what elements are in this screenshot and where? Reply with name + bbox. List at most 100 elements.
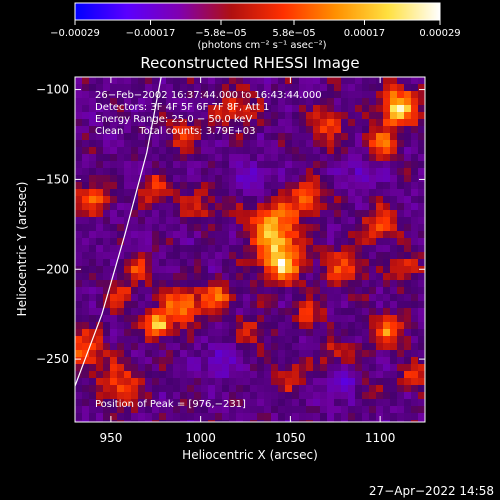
heatmap-cell bbox=[369, 77, 377, 85]
heatmap-cell bbox=[376, 175, 384, 183]
heatmap-cell bbox=[334, 406, 342, 414]
heatmap-cell bbox=[187, 203, 195, 211]
heatmap-cell bbox=[236, 140, 244, 148]
heatmap-cell bbox=[292, 217, 300, 225]
heatmap-cell bbox=[376, 203, 384, 211]
heatmap-cell bbox=[222, 168, 230, 176]
heatmap-cell bbox=[411, 280, 419, 288]
heatmap-cell bbox=[124, 182, 132, 190]
heatmap-cell bbox=[264, 133, 272, 141]
heatmap-cell bbox=[411, 91, 419, 99]
heatmap-cell bbox=[376, 105, 384, 113]
heatmap-cell bbox=[285, 294, 293, 302]
heatmap-cell bbox=[355, 133, 363, 141]
heatmap-cell bbox=[82, 280, 90, 288]
heatmap-cell bbox=[117, 406, 125, 414]
heatmap-cell bbox=[334, 350, 342, 358]
heatmap-cell bbox=[201, 168, 209, 176]
heatmap-cell bbox=[194, 413, 202, 421]
heatmap-cell bbox=[194, 77, 202, 85]
heatmap-cell bbox=[250, 77, 258, 85]
heatmap-cell bbox=[145, 77, 153, 85]
heatmap-cell bbox=[229, 371, 237, 379]
heatmap-cell bbox=[271, 210, 279, 218]
heatmap-cell bbox=[229, 378, 237, 386]
heatmap-cell bbox=[257, 84, 265, 92]
heatmap-cell bbox=[138, 147, 146, 155]
heatmap-cell bbox=[103, 224, 111, 232]
heatmap-cell bbox=[82, 98, 90, 106]
heatmap-cell bbox=[96, 413, 104, 421]
heatmap-cell bbox=[271, 182, 279, 190]
heatmap-cell bbox=[145, 378, 153, 386]
heatmap-cell bbox=[299, 350, 307, 358]
heatmap-cell bbox=[96, 112, 104, 120]
heatmap-cell bbox=[173, 189, 181, 197]
heatmap-cell bbox=[341, 357, 349, 365]
heatmap-cell bbox=[173, 140, 181, 148]
heatmap-cell bbox=[215, 273, 223, 281]
heatmap-cell bbox=[264, 98, 272, 106]
heatmap-cell bbox=[285, 315, 293, 323]
heatmap-cell bbox=[313, 147, 321, 155]
heatmap-cell bbox=[180, 112, 188, 120]
heatmap-cell bbox=[138, 294, 146, 302]
heatmap-cell bbox=[278, 294, 286, 302]
heatmap-cell bbox=[418, 105, 425, 113]
heatmap-cell bbox=[145, 350, 153, 358]
heatmap-cell bbox=[411, 364, 419, 372]
heatmap-cell bbox=[376, 217, 384, 225]
heatmap-cell bbox=[82, 196, 90, 204]
heatmap-cell bbox=[390, 168, 398, 176]
heatmap-cell bbox=[138, 105, 146, 113]
heatmap-cell bbox=[173, 350, 181, 358]
heatmap-cell bbox=[313, 196, 321, 204]
heatmap-cell bbox=[110, 280, 118, 288]
heatmap-cell bbox=[306, 287, 314, 295]
heatmap-cell bbox=[124, 196, 132, 204]
heatmap-cell bbox=[299, 266, 307, 274]
heatmap-cell bbox=[404, 301, 412, 309]
heatmap-cell bbox=[404, 98, 412, 106]
heatmap-cell bbox=[250, 273, 258, 281]
heatmap-cell bbox=[390, 98, 398, 106]
heatmap-cell bbox=[89, 280, 97, 288]
heatmap-cell bbox=[124, 154, 132, 162]
heatmap-cell bbox=[222, 378, 230, 386]
heatmap-cell bbox=[285, 140, 293, 148]
heatmap-cell bbox=[320, 203, 328, 211]
heatmap-cell bbox=[117, 420, 125, 422]
heatmap-cell bbox=[110, 252, 118, 260]
heatmap-cell bbox=[383, 77, 391, 85]
heatmap-cell bbox=[292, 105, 300, 113]
heatmap-cell bbox=[194, 287, 202, 295]
heatmap-cell bbox=[292, 168, 300, 176]
heatmap-cell bbox=[383, 287, 391, 295]
heatmap-cell bbox=[376, 322, 384, 330]
heatmap-cell bbox=[390, 77, 398, 85]
heatmap-cell bbox=[201, 413, 209, 421]
heatmap-cell bbox=[243, 182, 251, 190]
heatmap-cell bbox=[404, 175, 412, 183]
heatmap-cell bbox=[173, 420, 181, 422]
plot-frame bbox=[74, 76, 426, 423]
heatmap-cell bbox=[383, 329, 391, 337]
heatmap-cell bbox=[138, 189, 146, 197]
heatmap-cell bbox=[320, 378, 328, 386]
heatmap-cell bbox=[166, 385, 174, 393]
heatmap-cell bbox=[264, 371, 272, 379]
heatmap-cell bbox=[411, 350, 419, 358]
heatmap-cell bbox=[250, 280, 258, 288]
heatmap-cell bbox=[278, 210, 286, 218]
heatmap-cell bbox=[194, 175, 202, 183]
heatmap-cell bbox=[187, 308, 195, 316]
heatmap-cell bbox=[383, 371, 391, 379]
heatmap-cell bbox=[138, 322, 146, 330]
heatmap-cell bbox=[187, 357, 195, 365]
heatmap-cell bbox=[180, 147, 188, 155]
heatmap-cell bbox=[201, 385, 209, 393]
heatmap-cell bbox=[306, 77, 314, 85]
heatmap-cell bbox=[103, 259, 111, 267]
heatmap-cell bbox=[201, 308, 209, 316]
heatmap-cell bbox=[131, 210, 139, 218]
